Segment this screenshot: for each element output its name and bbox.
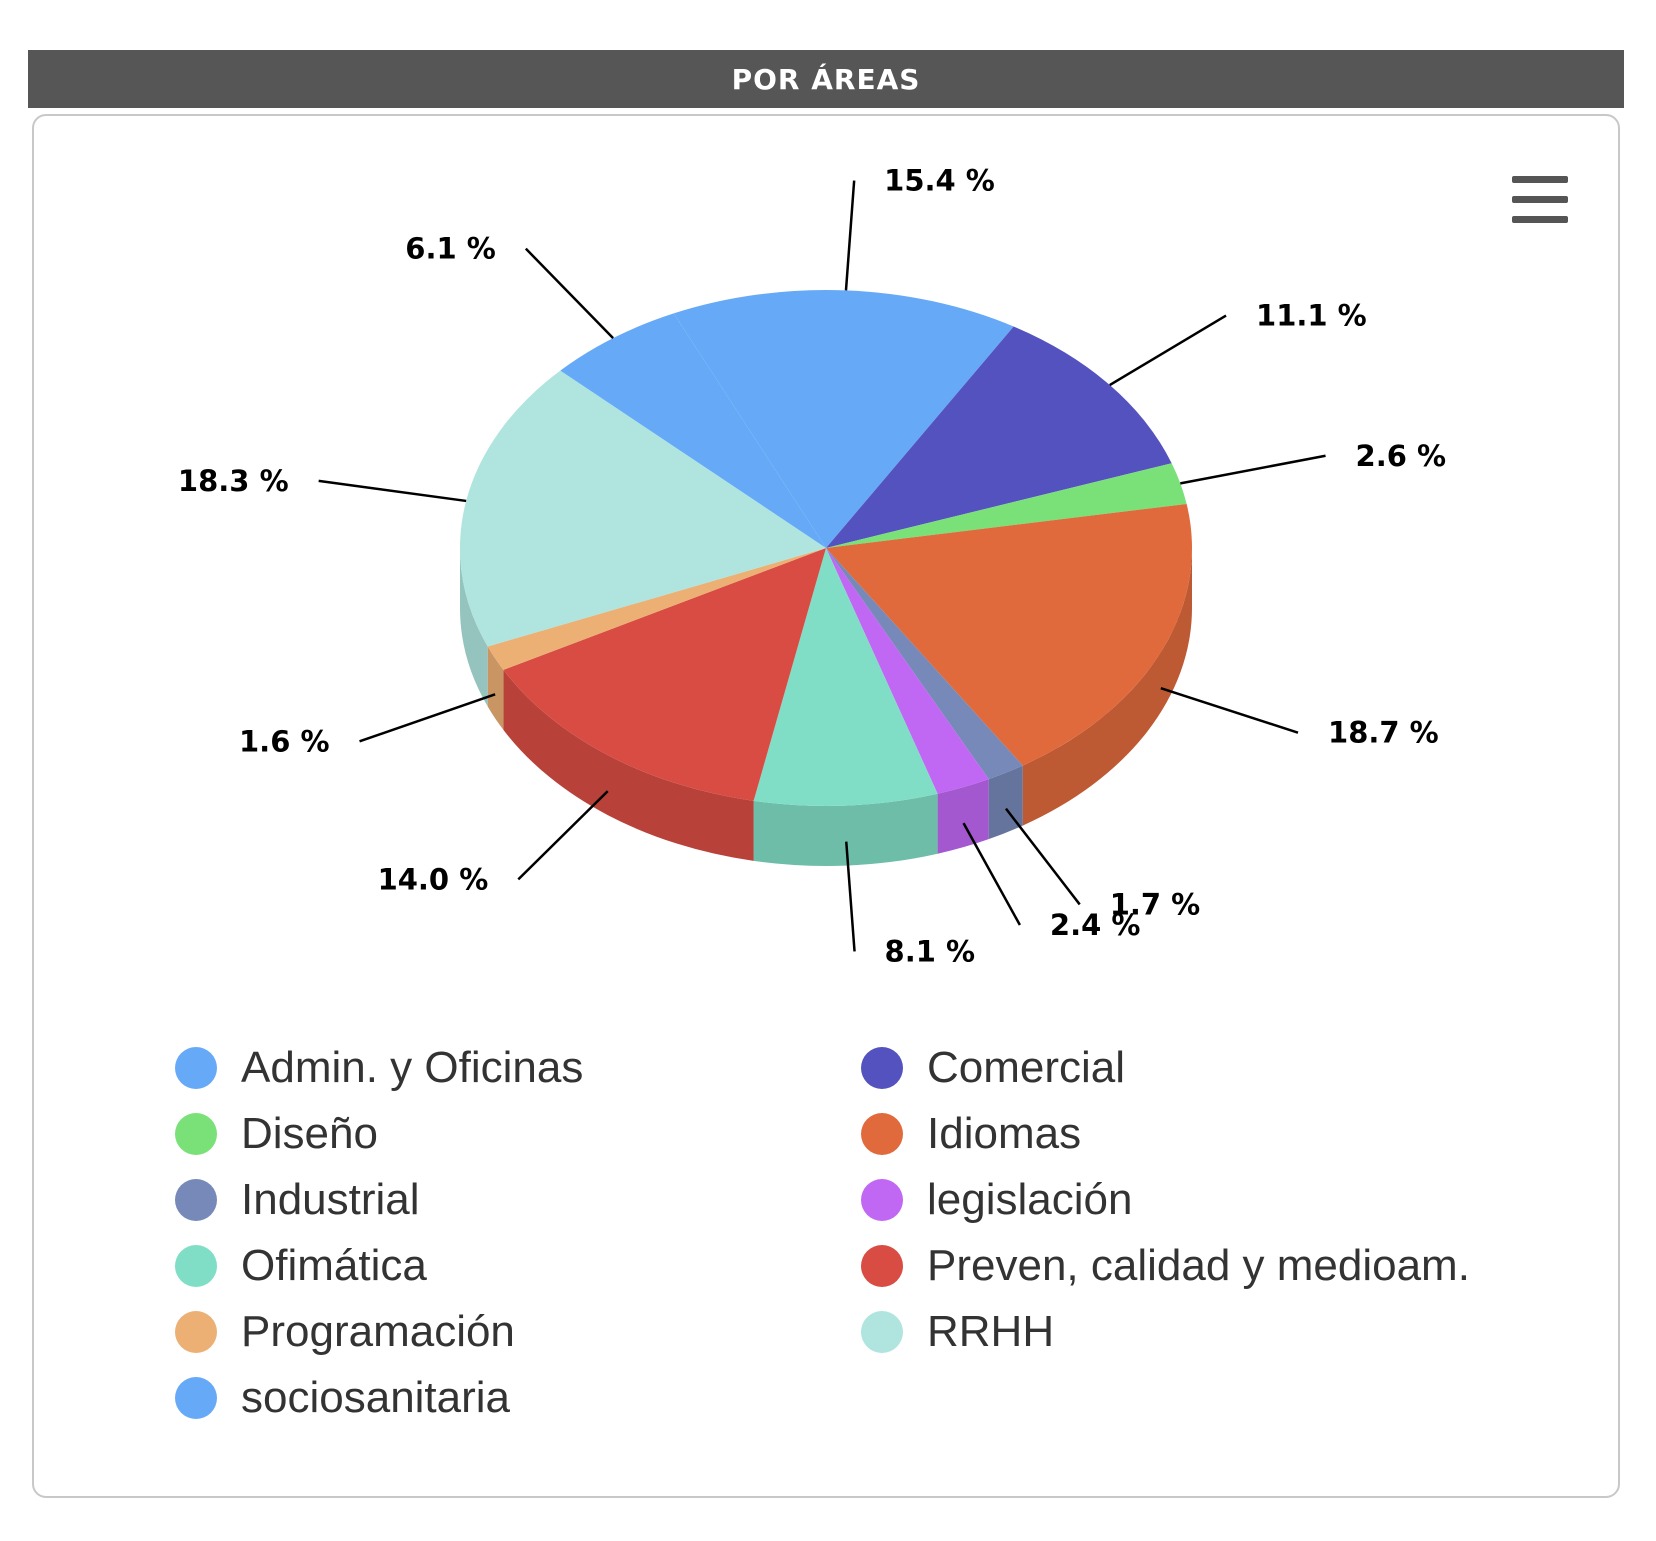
legend-item[interactable]: Diseño bbox=[175, 1104, 378, 1164]
data-label-1: 11.1 % bbox=[1256, 299, 1367, 333]
pie-side-5 bbox=[937, 779, 989, 854]
legend-label: Preven, calidad y medioam. bbox=[927, 1241, 1470, 1290]
data-label-9: 18.3 % bbox=[178, 464, 289, 498]
chart-title: POR ÁREAS bbox=[731, 62, 921, 96]
data-label-10: 6.1 % bbox=[405, 232, 496, 266]
legend-swatch bbox=[175, 1113, 217, 1155]
hamburger-menu-icon[interactable] bbox=[1508, 172, 1572, 228]
pie-side-7 bbox=[503, 669, 754, 861]
legend-label: Comercial bbox=[927, 1043, 1126, 1092]
pie-slices bbox=[460, 290, 1192, 806]
label-connector-6 bbox=[845, 841, 856, 952]
pie-side-6 bbox=[753, 793, 938, 867]
label-connector-10 bbox=[524, 247, 614, 340]
pie-slice-6[interactable] bbox=[753, 548, 938, 806]
data-label-3: 18.7 % bbox=[1328, 716, 1439, 750]
legend-item[interactable]: Industrial bbox=[175, 1170, 420, 1230]
label-connector-0 bbox=[844, 180, 856, 291]
data-label-7: 14.0 % bbox=[378, 862, 489, 896]
label-connector-4 bbox=[1004, 807, 1081, 906]
pie-slice-8[interactable] bbox=[487, 548, 826, 670]
legend-label: Industrial bbox=[241, 1175, 420, 1224]
legend-item[interactable]: Admin. y Oficinas bbox=[175, 1038, 583, 1098]
legend-item[interactable]: Ofimática bbox=[175, 1236, 427, 1296]
legend-swatch bbox=[861, 1047, 903, 1089]
data-label-4: 1.7 % bbox=[1110, 887, 1201, 921]
legend-swatch bbox=[175, 1245, 217, 1287]
legend-item[interactable]: Programación bbox=[175, 1302, 515, 1362]
pie-side-walls bbox=[460, 548, 1192, 867]
pie-slice-4[interactable] bbox=[826, 548, 1023, 780]
legend-item[interactable]: Idiomas bbox=[861, 1104, 1081, 1164]
pie-data-labels: 15.4 % 11.1 % 2.6 % 18.7 % 1.7 %2.4 % 8.1 % 14… bbox=[178, 164, 1446, 969]
legend-label: Ofimática bbox=[241, 1241, 427, 1290]
legend-label: Diseño bbox=[241, 1109, 378, 1158]
pie-slice-3[interactable] bbox=[826, 503, 1192, 766]
legend-label: legislación bbox=[927, 1175, 1133, 1224]
legend-item[interactable]: sociosanitaria bbox=[175, 1368, 510, 1428]
label-connector-9 bbox=[318, 479, 467, 503]
data-label-6: 8.1 % bbox=[885, 934, 976, 968]
legend-item[interactable]: legislación bbox=[861, 1170, 1132, 1230]
pie-side-8 bbox=[487, 646, 504, 730]
label-connector-2 bbox=[1180, 454, 1326, 485]
legend-item[interactable]: Preven, calidad y medioam. bbox=[861, 1236, 1470, 1296]
pie-side-3 bbox=[1022, 548, 1192, 826]
label-connector-8 bbox=[359, 693, 496, 743]
legend-swatch bbox=[175, 1179, 217, 1221]
pie-slice-1[interactable] bbox=[826, 326, 1172, 548]
label-connector-7 bbox=[517, 790, 609, 881]
label-connector-3 bbox=[1160, 687, 1299, 734]
legend-swatch bbox=[175, 1311, 217, 1353]
label-connector-1 bbox=[1109, 314, 1227, 387]
label-connector-5 bbox=[962, 822, 1021, 926]
data-label-5: 2.4 % bbox=[1050, 908, 1141, 942]
legend-swatch bbox=[175, 1047, 217, 1089]
pie-slice-5[interactable] bbox=[826, 548, 989, 794]
legend-swatch bbox=[861, 1311, 903, 1353]
legend-swatch bbox=[861, 1113, 903, 1155]
legend-label: Idiomas bbox=[927, 1109, 1082, 1158]
pie-slice-10[interactable] bbox=[560, 313, 826, 548]
chart-title-bar: POR ÁREAS bbox=[28, 50, 1624, 108]
pie-slice-7[interactable] bbox=[503, 548, 826, 801]
pie-slice-9[interactable] bbox=[460, 370, 826, 647]
legend-swatch bbox=[175, 1377, 217, 1419]
legend-swatch bbox=[861, 1179, 903, 1221]
legend-label: sociosanitaria bbox=[241, 1373, 511, 1422]
pie-slice-2[interactable] bbox=[826, 463, 1187, 548]
pie-slice-0[interactable] bbox=[673, 290, 1014, 548]
legend-label: Admin. y Oficinas bbox=[241, 1043, 584, 1092]
data-label-8: 1.6 % bbox=[239, 724, 330, 758]
pie-side-9 bbox=[460, 548, 488, 707]
legend-item[interactable]: RRHH bbox=[861, 1302, 1054, 1362]
legend-label: Programación bbox=[241, 1307, 515, 1356]
data-label-0: 15.4 % bbox=[884, 164, 995, 198]
data-label-2: 2.6 % bbox=[1356, 439, 1447, 473]
legend-swatch bbox=[861, 1245, 903, 1287]
legend-label: RRHH bbox=[927, 1307, 1055, 1356]
legend-item[interactable]: Comercial bbox=[861, 1038, 1125, 1098]
